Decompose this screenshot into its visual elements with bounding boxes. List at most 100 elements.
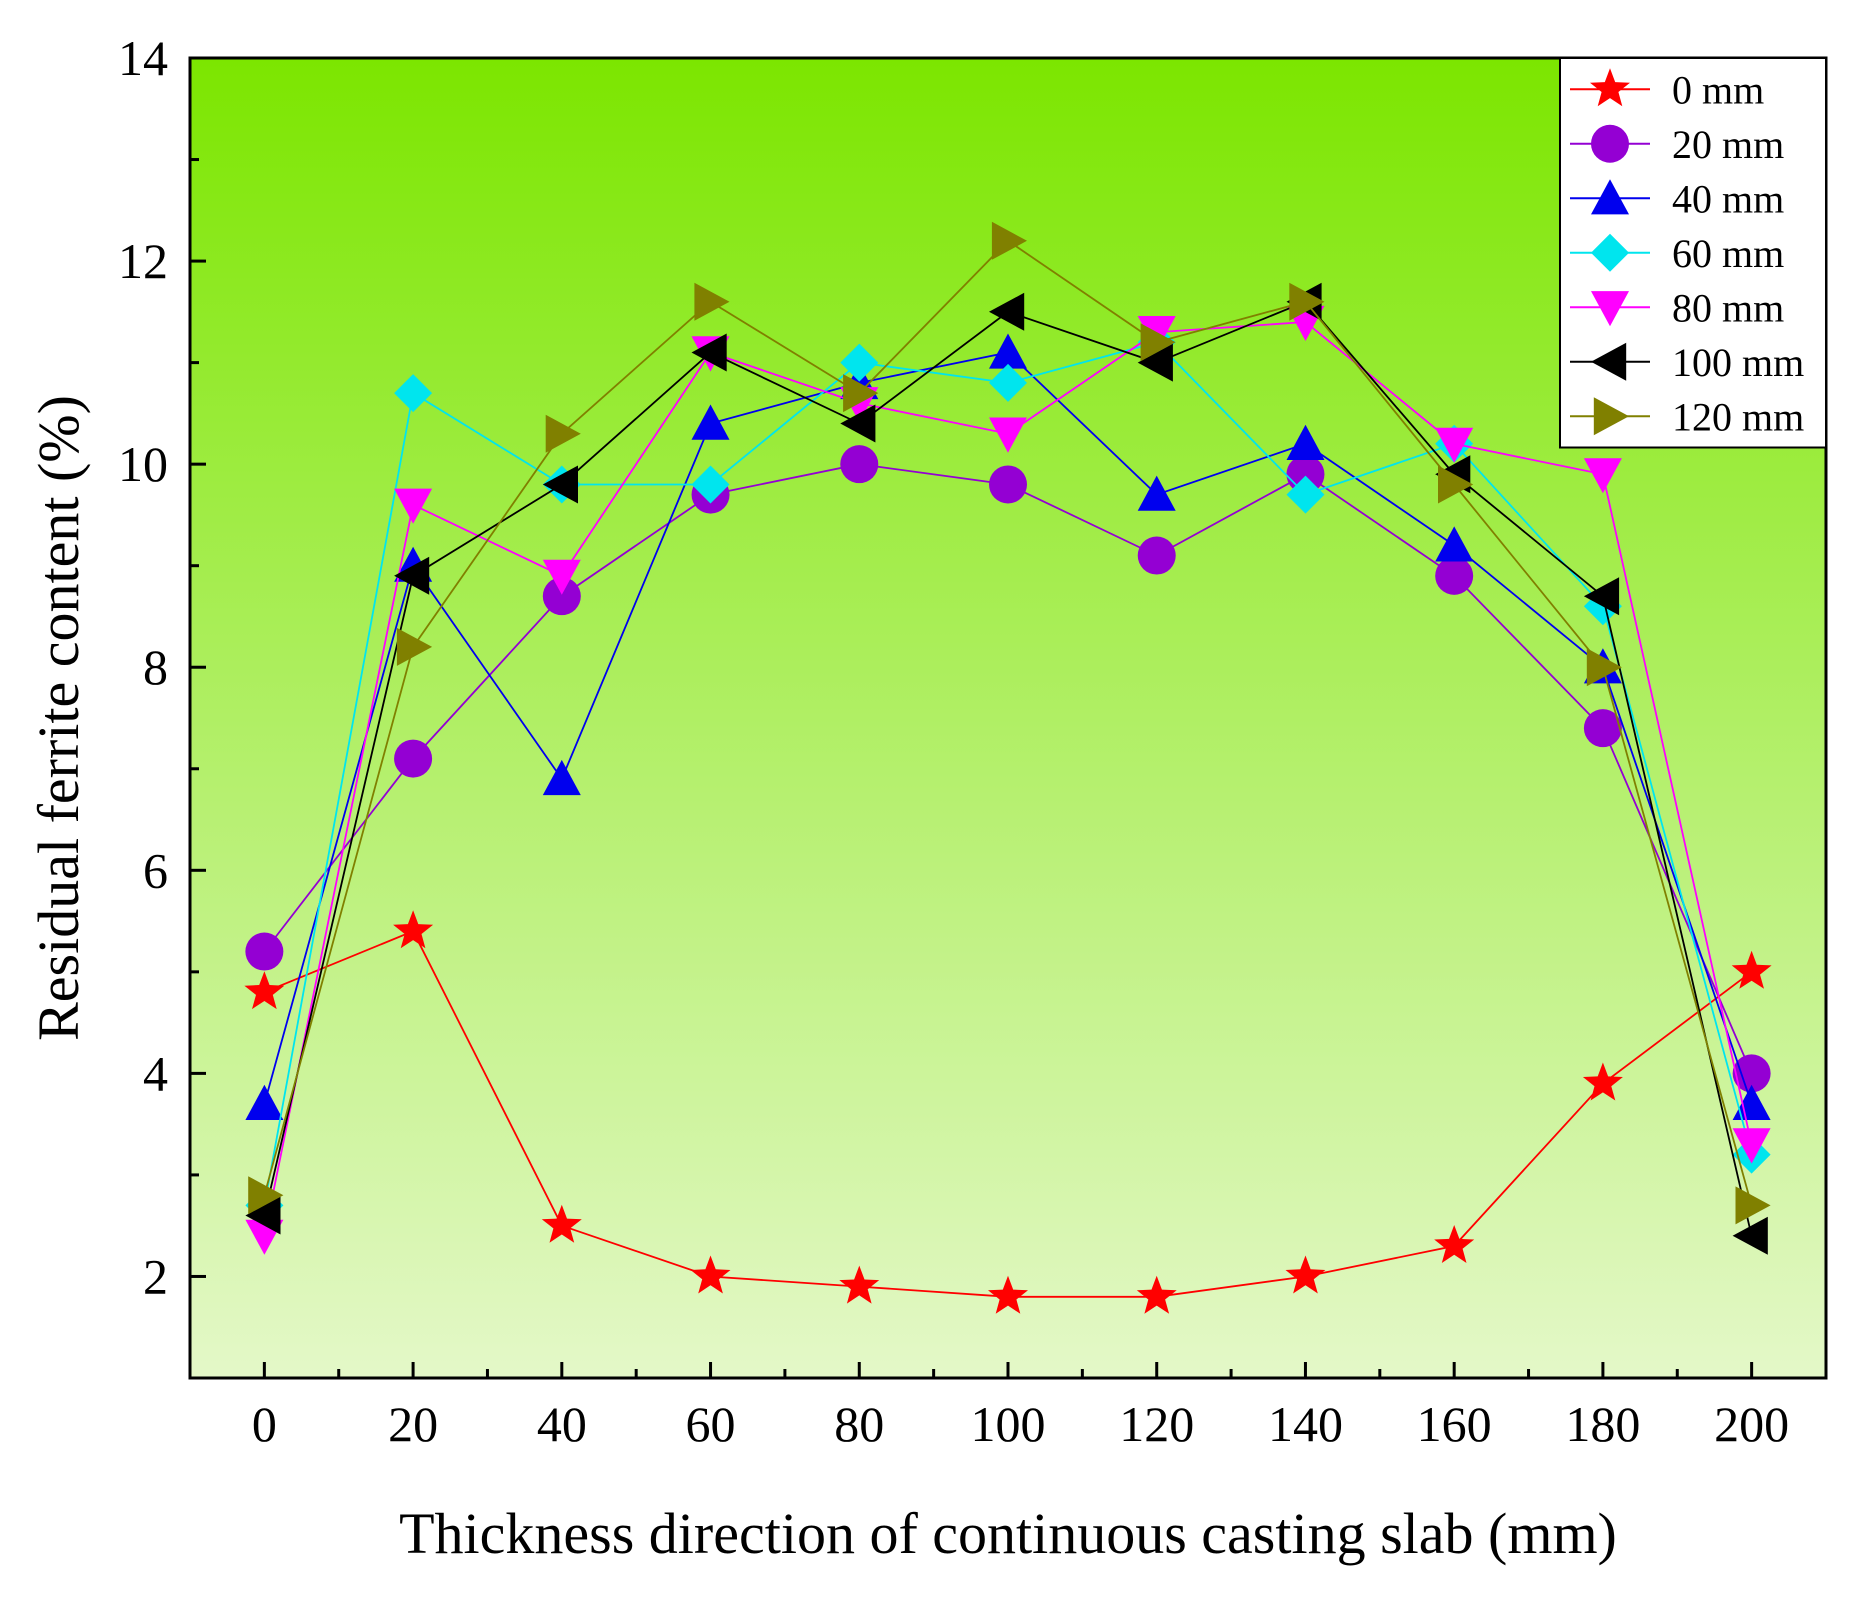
legend-label-0-mm: 0 mm bbox=[1672, 67, 1764, 112]
data-point-40-mm bbox=[989, 333, 1027, 369]
data-point-20-mm bbox=[1137, 536, 1176, 575]
data-point-60-mm bbox=[989, 363, 1027, 402]
data-point-20-mm bbox=[1732, 1054, 1771, 1093]
data-point-60-mm bbox=[1286, 475, 1325, 514]
data-point-40-mm bbox=[1732, 1084, 1771, 1120]
legend-label-100-mm: 100 mm bbox=[1672, 340, 1804, 385]
x-tick-label: 0 bbox=[252, 1396, 277, 1452]
legend-item-0-mm: 0 mm bbox=[1570, 67, 1764, 112]
series-120-mm bbox=[248, 221, 1771, 1225]
data-point-100-mm bbox=[1583, 577, 1620, 616]
legend-item-120-mm: 120 mm bbox=[1570, 394, 1804, 439]
legend-marker-100-mm bbox=[1591, 342, 1627, 381]
x-axis-title: Thickness direction of continuous castin… bbox=[399, 1501, 1617, 1566]
data-point-20-mm bbox=[1583, 709, 1622, 748]
x-tick-label: 140 bbox=[1268, 1396, 1343, 1452]
legend-item-20-mm: 20 mm bbox=[1570, 122, 1784, 167]
tick-labels: 0 20 40 60 80 100 120 140 160 180 200 2 4 6 8 10 12 14 bbox=[118, 30, 1789, 1452]
plot-background bbox=[190, 58, 1826, 1378]
data-point-0-mm bbox=[244, 971, 285, 1010]
data-point-100-mm bbox=[691, 333, 727, 372]
legend-marker-120-mm bbox=[1593, 397, 1629, 436]
data-point-100-mm bbox=[840, 404, 876, 443]
data-point-100-mm bbox=[245, 1196, 281, 1235]
x-tick-label: 120 bbox=[1119, 1396, 1194, 1452]
data-point-120-mm bbox=[1289, 282, 1325, 321]
data-point-120-mm bbox=[1586, 648, 1622, 687]
x-tick-label: 160 bbox=[1417, 1396, 1492, 1452]
x-tick-label: 20 bbox=[388, 1396, 438, 1452]
data-point-20-mm bbox=[542, 577, 581, 616]
data-point-100-mm bbox=[1732, 1216, 1768, 1255]
data-point-100-mm bbox=[1137, 343, 1173, 382]
data-point-80-mm bbox=[1435, 427, 1474, 463]
series-layer bbox=[244, 221, 1772, 1314]
legend-item-80-mm: 80 mm bbox=[1570, 285, 1784, 330]
y-tick-label: 4 bbox=[143, 1045, 168, 1101]
data-point-0-mm bbox=[541, 1204, 582, 1243]
data-point-120-mm bbox=[1438, 465, 1474, 504]
data-point-0-mm bbox=[1136, 1275, 1177, 1314]
x-tick-label: 80 bbox=[834, 1396, 884, 1452]
x-tick-label: 60 bbox=[686, 1396, 736, 1452]
data-point-100-mm bbox=[394, 556, 430, 595]
data-point-40-mm bbox=[1435, 526, 1474, 562]
legend-marker-80-mm bbox=[1591, 291, 1629, 327]
data-point-120-mm bbox=[248, 1176, 284, 1215]
legend-marker-40-mm bbox=[1591, 179, 1629, 215]
data-point-20-mm bbox=[245, 932, 284, 971]
y-tick-label: 8 bbox=[143, 639, 168, 695]
legend-item-100-mm: 100 mm bbox=[1570, 340, 1804, 385]
data-point-0-mm bbox=[1285, 1255, 1326, 1294]
data-point-0-mm bbox=[988, 1275, 1028, 1314]
data-point-120-mm bbox=[694, 282, 730, 321]
data-point-40-mm bbox=[691, 404, 730, 440]
legend-marker-0-mm bbox=[1590, 68, 1630, 107]
y-tick-label: 2 bbox=[143, 1248, 168, 1304]
data-point-80-mm bbox=[394, 488, 433, 524]
data-point-80-mm bbox=[989, 417, 1027, 453]
legend-marker-20-mm bbox=[1591, 124, 1629, 163]
x-tick-label: 100 bbox=[971, 1396, 1046, 1452]
y-tick-label: 6 bbox=[143, 842, 168, 898]
x-tick-label: 40 bbox=[537, 1396, 587, 1452]
data-point-120-mm bbox=[843, 374, 879, 413]
data-point-60-mm bbox=[840, 343, 879, 382]
data-point-40-mm bbox=[1137, 475, 1176, 511]
data-point-120-mm bbox=[1735, 1186, 1771, 1225]
x-tick-label: 180 bbox=[1565, 1396, 1640, 1452]
data-point-0-mm bbox=[1582, 1062, 1623, 1101]
legend: 0 mm 20 mm 40 mm 60 mm 80 mm 100 mm 120 mm bbox=[1559, 57, 1827, 449]
data-point-120-mm bbox=[396, 627, 433, 666]
data-point-40-mm bbox=[245, 1084, 284, 1120]
series-100-mm bbox=[245, 282, 1768, 1255]
data-point-20-mm bbox=[989, 465, 1027, 504]
data-point-0-mm bbox=[1434, 1225, 1475, 1263]
y-tick-label: 14 bbox=[118, 30, 168, 86]
data-point-0-mm bbox=[839, 1265, 880, 1304]
data-point-80-mm bbox=[1732, 1128, 1771, 1164]
data-point-0-mm bbox=[393, 910, 434, 949]
data-point-40-mm bbox=[1286, 424, 1325, 460]
legend-label-80-mm: 80 mm bbox=[1672, 285, 1784, 330]
plot-frame bbox=[188, 56, 1828, 1380]
data-point-120-mm bbox=[545, 414, 581, 453]
y-tick-label: 12 bbox=[118, 233, 168, 289]
data-point-100-mm bbox=[989, 292, 1025, 331]
legend-label-40-mm: 40 mm bbox=[1672, 176, 1784, 221]
data-point-120-mm bbox=[1140, 323, 1176, 362]
data-point-80-mm bbox=[1583, 458, 1622, 494]
legend-label-20-mm: 20 mm bbox=[1672, 122, 1784, 167]
legend-item-60-mm: 60 mm bbox=[1570, 231, 1784, 276]
data-point-20-mm bbox=[1435, 556, 1474, 595]
legend-item-40-mm: 40 mm bbox=[1570, 176, 1784, 221]
axis-ticks bbox=[190, 56, 1754, 1380]
y-axis-title: Residual ferrite content (%) bbox=[26, 395, 91, 1041]
legend-label-120-mm: 120 mm bbox=[1672, 394, 1804, 439]
data-point-100-mm bbox=[542, 465, 578, 504]
data-point-60-mm bbox=[691, 465, 730, 504]
data-point-0-mm bbox=[690, 1255, 731, 1294]
data-point-40-mm bbox=[542, 759, 581, 796]
